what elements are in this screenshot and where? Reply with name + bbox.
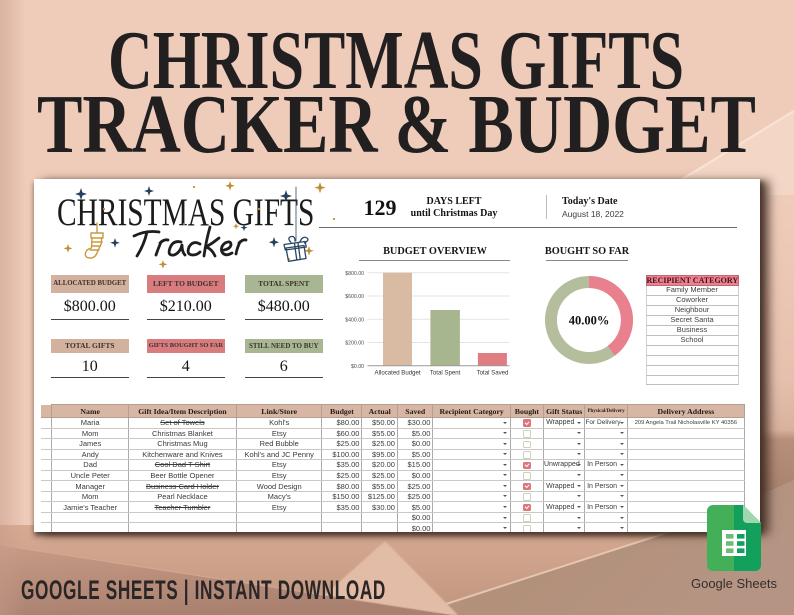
svg-text:Total Saved: Total Saved (477, 370, 509, 377)
svg-text:40.00%: 40.00% (569, 314, 610, 328)
svg-text:Total Spent: Total Spent (430, 370, 461, 377)
svg-text:$400.00: $400.00 (345, 317, 364, 323)
svg-text:$0.00: $0.00 (351, 364, 364, 370)
svg-text:$600.00: $600.00 (345, 294, 364, 300)
svg-text:$800.00: $800.00 (345, 271, 364, 277)
svg-text:$200.00: $200.00 (345, 341, 364, 347)
svg-text:Allocated Budget: Allocated Budget (375, 370, 421, 377)
